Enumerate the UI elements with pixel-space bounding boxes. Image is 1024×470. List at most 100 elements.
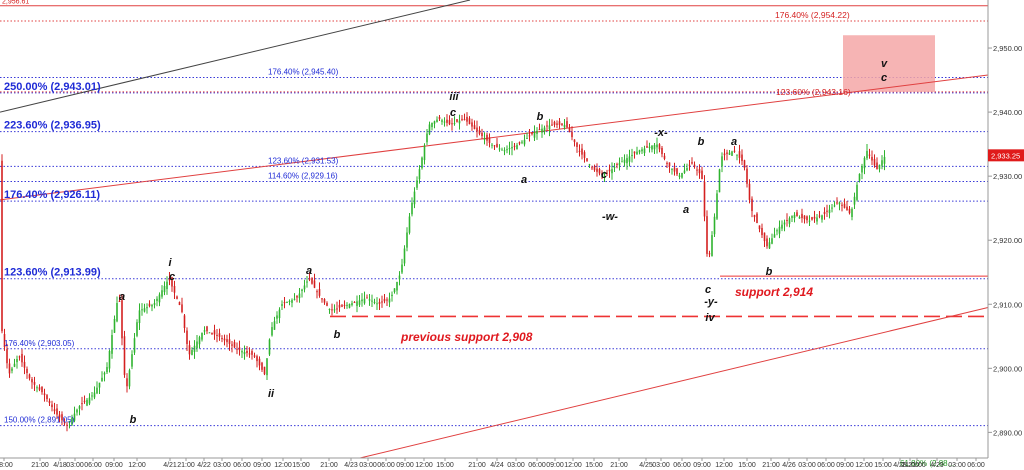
- candle-body: [528, 135, 531, 137]
- candle-body: [26, 368, 28, 374]
- candle-body: [738, 151, 741, 158]
- x-tick-label: 06:00: [377, 462, 395, 469]
- candle-body: [256, 356, 258, 362]
- candle-body: [241, 351, 243, 353]
- x-tick-label: 21:00: [762, 462, 780, 469]
- last-price-label: 2,933.25: [991, 151, 1020, 160]
- candle-body: [423, 145, 426, 161]
- candle-body: [186, 330, 188, 344]
- channel-bottom: [359, 306, 989, 459]
- candle-body: [401, 264, 403, 273]
- x-tick-label: 18:00: [0, 462, 13, 469]
- x-tick-label: 21:00: [610, 462, 628, 469]
- candle-body: [763, 232, 766, 242]
- candle-body: [838, 202, 841, 205]
- candle-body: [756, 213, 758, 224]
- candle-body: [568, 127, 571, 133]
- candle-body: [551, 124, 553, 126]
- candle-body: [523, 139, 526, 145]
- candle-body: [558, 121, 561, 125]
- x-tick-label: 4/23: [344, 462, 358, 469]
- candle-body: [156, 298, 158, 301]
- candle-body: [136, 322, 138, 336]
- x-tick-label: 21:00: [320, 462, 338, 469]
- candle-body: [276, 315, 278, 319]
- candle-body: [801, 213, 803, 219]
- candle-body: [581, 148, 583, 155]
- candle-body: [753, 215, 756, 218]
- candle-body: [418, 169, 421, 180]
- wave-label: c: [169, 271, 175, 283]
- candle-body: [881, 160, 883, 166]
- candle-body: [141, 309, 143, 311]
- candle-body: [818, 215, 821, 217]
- candle-body: [48, 400, 51, 404]
- candle-body: [473, 125, 476, 130]
- candle-body: [386, 299, 388, 301]
- red-level-label: 176.40% (2,954.22): [775, 10, 850, 20]
- candle-body: [686, 168, 688, 171]
- candle-body: [721, 156, 723, 167]
- candle-body: [126, 378, 128, 387]
- candle-body: [193, 345, 196, 352]
- candle-body: [266, 358, 268, 376]
- x-tick-label: 4/28: [893, 462, 907, 469]
- candle-body: [578, 150, 581, 152]
- candle-body: [526, 137, 528, 139]
- candle-body: [403, 248, 406, 264]
- candle-body: [791, 216, 793, 218]
- candle-body: [376, 303, 378, 305]
- candle-body: [823, 211, 826, 214]
- channel-top: [0, 74, 989, 201]
- candle-body: [463, 119, 466, 121]
- wave-label: iv: [705, 312, 715, 324]
- x-tick-label: 4/22: [197, 462, 211, 469]
- trendlines: [0, 0, 989, 459]
- x-tick-label: 06:00: [817, 462, 835, 469]
- red-level-label: 123.60% (2,943.16): [776, 87, 851, 97]
- candle-body: [373, 301, 376, 303]
- candle-body: [693, 164, 696, 167]
- candle-body: [576, 142, 578, 147]
- wave-label: i: [168, 257, 172, 269]
- candle-body: [841, 204, 843, 206]
- candle-body: [608, 169, 611, 172]
- candle-body: [726, 152, 728, 154]
- wave-label: -y-: [704, 296, 718, 308]
- x-tick-label: 4/25: [639, 462, 653, 469]
- x-tick-label: 4/21: [163, 462, 177, 469]
- x-tick-label: 09:00: [836, 462, 854, 469]
- candle-body: [661, 147, 663, 155]
- candle-body: [878, 164, 881, 170]
- candle-body: [718, 169, 721, 193]
- previous-support-annotation: previous support 2,908: [400, 330, 533, 344]
- candle-body: [508, 148, 511, 150]
- x-tick-label: 03:00: [652, 462, 670, 469]
- candle-body: [476, 127, 478, 132]
- candle-body: [236, 348, 238, 350]
- candle-body: [833, 205, 836, 207]
- candle-body: [358, 300, 361, 305]
- candle-body: [776, 230, 778, 232]
- candle-body: [788, 218, 791, 224]
- candle-body: [866, 150, 868, 159]
- candle-body: [138, 310, 141, 324]
- candle-body: [848, 208, 851, 214]
- candle-body: [593, 166, 596, 171]
- candle-body: [638, 150, 641, 153]
- candle-body: [286, 302, 288, 304]
- candle-body: [696, 169, 698, 171]
- candle-body: [288, 300, 291, 302]
- x-tick-label: 21:00: [31, 462, 49, 469]
- candle-body: [336, 308, 338, 310]
- candle-body: [133, 338, 136, 353]
- candle-body: [723, 153, 726, 156]
- candle-body: [318, 289, 321, 296]
- x-tick-label: 06:00: [673, 462, 691, 469]
- candle-body: [736, 154, 738, 156]
- candle-body: [63, 422, 66, 424]
- fib-level-label: 250.00% (2,943.01): [4, 81, 101, 93]
- candle-body: [783, 222, 786, 225]
- candle-body: [556, 123, 558, 125]
